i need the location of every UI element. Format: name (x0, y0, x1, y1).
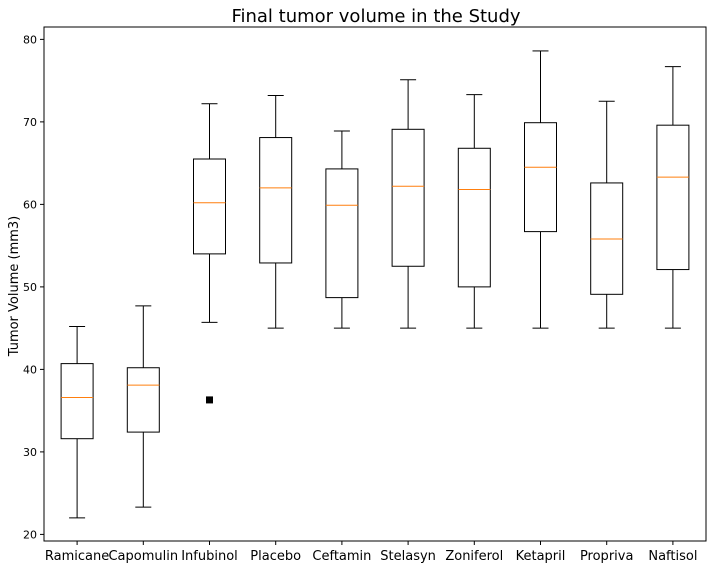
box-capomulin (126, 305, 160, 508)
iqr-box (391, 128, 425, 267)
x-axis: Ramicane Capomulin Infubinol Placebo Ceftami… (45, 541, 697, 564)
x-tick-label: Naftisol (648, 549, 697, 564)
y-tick-label: 50 (23, 281, 37, 294)
box-naftisol (656, 66, 690, 329)
x-tick-label: Stelasyn (380, 549, 436, 564)
y-tick-label: 60 (23, 198, 37, 211)
x-tick-label: Ceftamin (312, 549, 371, 564)
y-tick-label: 20 (23, 528, 37, 541)
iqr-box (457, 147, 491, 288)
y-tick-label: 30 (23, 446, 37, 459)
iqr-box (60, 363, 94, 440)
box-ramicane (60, 325, 94, 519)
box-ceftamin (325, 130, 359, 329)
iqr-box (126, 367, 160, 433)
x-tick-label: Zoniferol (445, 549, 503, 564)
outlier-point (206, 396, 213, 404)
x-tick-label: Infubinol (181, 549, 238, 564)
box-propriva (590, 100, 624, 329)
y-tick-label: 70 (23, 116, 37, 129)
y-tick-label: 40 (23, 363, 37, 376)
x-tick-label: Placebo (250, 549, 301, 564)
iqr-box (193, 158, 226, 255)
y-axis-label: Tumor Volume (mm3) (7, 216, 22, 358)
iqr-box (656, 124, 690, 271)
y-axis: 20 30 40 50 60 70 80 (23, 33, 44, 541)
x-tick-label: Ketapril (516, 549, 566, 564)
boxes (60, 50, 690, 519)
box-zoniferol (457, 94, 491, 329)
iqr-box (325, 168, 359, 299)
x-tick-label: Propriva (580, 549, 634, 564)
x-tick-label: Ramicane (45, 549, 109, 564)
box-ketapril (524, 50, 557, 329)
x-tick-label: Capomulin (108, 549, 178, 564)
iqr-box (524, 122, 557, 233)
iqr-box (259, 137, 293, 264)
box-placebo (259, 94, 293, 329)
chart-title: Final tumor volume in the Study (231, 6, 520, 27)
y-tick-label: 80 (23, 33, 37, 46)
box-infubinol (193, 103, 226, 404)
plot-area (43, 26, 707, 542)
plot-frame (43, 26, 707, 542)
box-stelasyn (391, 79, 425, 329)
